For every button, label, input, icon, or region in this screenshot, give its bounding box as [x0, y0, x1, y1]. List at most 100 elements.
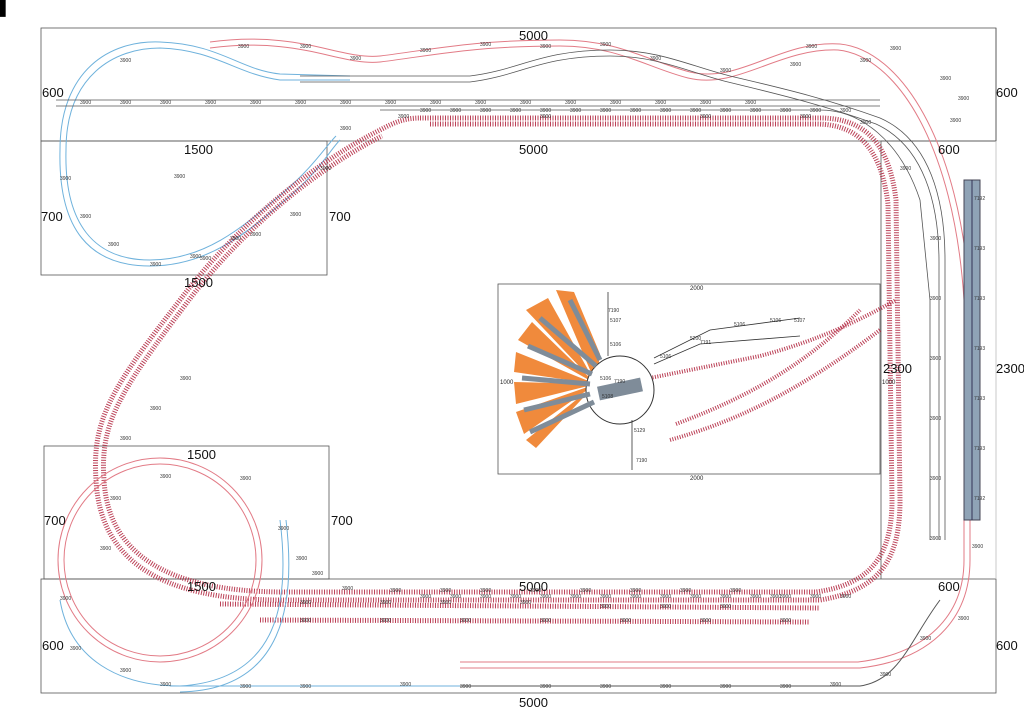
dim-right-depth-top: 600 [996, 85, 1018, 100]
piece-label: 3900 [398, 114, 409, 120]
straight-label: 3900 [810, 108, 821, 114]
turntable-track-label: 5106 [660, 354, 671, 360]
piece-label: 3900 [520, 100, 531, 106]
piece-label: 3900 [300, 44, 311, 50]
piece-label: 3900 [180, 376, 191, 382]
piece-label: 3900 [655, 100, 666, 106]
turntable-track-label: 5108 [602, 394, 613, 400]
dim-module-tl-top: 1500 [184, 142, 213, 157]
piece-label: 3900 [296, 556, 307, 562]
straight-label: 3900 [480, 594, 491, 600]
straight-label: 3900 [780, 594, 791, 600]
piece-label: 3900 [950, 118, 961, 124]
straight-label: 3900 [510, 108, 521, 114]
dim-module-bl-bottom: 1500 [187, 579, 216, 594]
straight-label: 3900 [750, 108, 761, 114]
piece-label: 3900 [530, 588, 541, 594]
main-line-bottom-sidings [219, 601, 821, 625]
turntable-track-label: 5106 [610, 342, 621, 348]
piece-label: 3900 [780, 618, 791, 624]
piece-label: 3900 [540, 114, 551, 120]
turntable-top-label: 2000 [690, 286, 704, 292]
piece-label: 3900 [60, 596, 71, 602]
piece-label: 3900 [900, 166, 911, 172]
piece-label: 3900 [930, 236, 941, 242]
station-label: 7192 [974, 196, 985, 202]
piece-label: 3900 [420, 48, 431, 54]
straight-label: 3900 [660, 594, 671, 600]
piece-label: 3900 [460, 684, 471, 690]
piece-label: 3900 [160, 100, 171, 106]
loop-circle-red-inner [63, 463, 257, 657]
piece-label: 3900 [700, 114, 711, 120]
piece-label: 3900 [770, 594, 781, 600]
piece-label: 3900 [660, 604, 671, 610]
piece-label: 3900 [920, 636, 931, 642]
piece-label: 3900 [385, 100, 396, 106]
piece-label: 3900 [700, 618, 711, 624]
straight-label: 3900 [690, 108, 701, 114]
piece-label: 3900 [620, 618, 631, 624]
dim-right-height-outer: 2300 [996, 361, 1024, 376]
turntable-center-label: 7190 [614, 379, 625, 385]
piece-label: 3900 [480, 42, 491, 48]
dim-bottom-width: 5000 [519, 695, 548, 710]
piece-label: 3900 [580, 588, 591, 594]
dim-right-height: 2300 [883, 361, 912, 376]
turntable-labels: 2000 2000 1000 1000 7190 7190 5107 5106 510… [500, 286, 896, 482]
piece-label: 3900 [600, 42, 611, 48]
piece-label: 3900 [745, 100, 756, 106]
dim-module-tl-right: 700 [329, 209, 351, 224]
dimension-labels: 5000 5000 5000 5000 2300 2300 600 600 60… [41, 28, 1024, 710]
piece-label: 3900 [565, 100, 576, 106]
piece-label: 3900 [110, 496, 121, 502]
piece-label: 3900 [390, 588, 401, 594]
piece-label: 3900 [174, 174, 185, 180]
piece-label: 3900 [930, 536, 941, 542]
board-outline [40, 27, 997, 694]
piece-label: 3900 [380, 618, 391, 624]
piece-label: 3900 [930, 416, 941, 422]
straight-label: 3900 [810, 594, 821, 600]
piece-label: 3900 [958, 616, 969, 622]
turntable-right-label: 1000 [882, 380, 896, 386]
dim-left-depth-bottom: 600 [42, 638, 64, 653]
piece-label: 3900 [700, 100, 711, 106]
piece-label: 3900 [610, 100, 621, 106]
piece-label: 3900 [440, 588, 451, 594]
piece-label: 3900 [540, 618, 551, 624]
piece-label: 3900 [600, 684, 611, 690]
turntable-track-label: 5107 [610, 318, 621, 324]
piece-label: 3900 [278, 526, 289, 532]
straight-label: 3900 [480, 108, 491, 114]
piece-label: 3900 [720, 68, 731, 74]
piece-label: 3900 [160, 474, 171, 480]
straight-label: 3900 [840, 108, 851, 114]
station-label: 7193 [974, 446, 985, 452]
dim-module-bl-top: 1500 [187, 447, 216, 462]
piece-label: 3900 [680, 588, 691, 594]
piece-label: 3900 [400, 682, 411, 688]
piece-label: 3900 [806, 44, 817, 50]
straight-label: 3900 [450, 594, 461, 600]
dim-module-tl-bottom: 1500 [184, 275, 213, 290]
piece-label: 3900 [300, 684, 311, 690]
piece-label: 3900 [860, 58, 871, 64]
dim-module-bl-left: 700 [44, 513, 66, 528]
turntable-track-label: 5200 [690, 336, 701, 342]
straight-label: 3900 [540, 594, 551, 600]
straight-label: 3900 [600, 108, 611, 114]
piece-label: 3900 [190, 254, 201, 260]
module-top-left [40, 140, 328, 276]
piece-label: 3900 [300, 618, 311, 624]
straight-label: 3900 [630, 108, 641, 114]
piece-label: 3900 [480, 588, 491, 594]
straight-label: 3900 [540, 108, 551, 114]
piece-label: 3900 [430, 100, 441, 106]
bottom-left-loops [57, 457, 941, 693]
dim-right-depth-lower: 600 [938, 579, 960, 594]
straight-label: 3900 [750, 594, 761, 600]
piece-label: 3900 [200, 256, 211, 262]
piece-label: 3900 [342, 586, 353, 592]
